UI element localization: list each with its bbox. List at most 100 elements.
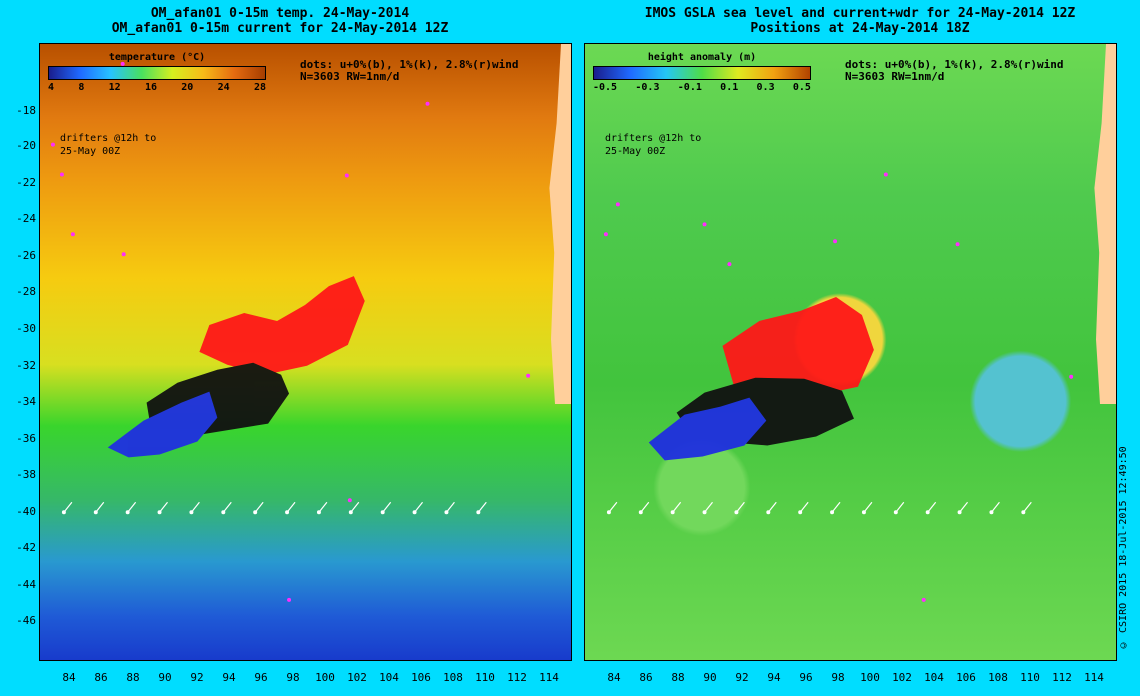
current-vector (798, 501, 809, 515)
right-drifter-line2: 25-May 00Z (605, 146, 666, 157)
current-vector (316, 501, 328, 515)
x-label: 92 (735, 671, 749, 684)
left-title-line1: OM_afan01 0-15m temp. 24-May-2014 (150, 6, 410, 21)
left-info-text: dots: u+0%(b), 1%(k), 2.8%(r)wind N=3603… (300, 59, 550, 83)
current-vector (734, 501, 745, 515)
current-vector (189, 501, 200, 515)
y-label: -40 (16, 505, 36, 518)
legend-tick: -0.5 (593, 82, 618, 93)
current-vector (61, 501, 73, 515)
current-vector (476, 501, 487, 515)
legend-tick: 12 (108, 82, 121, 93)
right-legend-ticks: -0.5 -0.3 -0.1 0.1 0.3 0.5 (593, 82, 811, 93)
y-label: -38 (16, 468, 36, 481)
current-vector (157, 501, 168, 515)
legend-tick: 4 (48, 82, 55, 93)
magenta-dot (526, 373, 531, 378)
current-vector (380, 501, 392, 515)
legend-tick: 8 (78, 82, 85, 93)
sea-level-map: height anomaly (m) -0.5 -0.3 -0.1 0.1 0.… (584, 43, 1117, 661)
magenta-dot (344, 173, 349, 178)
magenta-dot (1069, 374, 1074, 379)
drifter-cluster-red (199, 276, 365, 375)
right-drifter-line1: drifters @12h to (605, 133, 702, 144)
current-vector (412, 501, 424, 515)
current-vector (638, 501, 650, 515)
x-label: 106 (411, 671, 431, 684)
y-label: -22 (16, 176, 36, 189)
x-label: 96 (799, 671, 813, 684)
legend-tick: -0.1 (677, 82, 702, 93)
x-label: 106 (956, 671, 976, 684)
y-label: -28 (16, 285, 36, 298)
left-y-axis-labels: -18 -20 -22 -24 -26 -28 -30 -32 -34 -36 … (8, 44, 36, 664)
left-legend-title: temperature (°C) (108, 52, 206, 63)
current-vector (989, 501, 1000, 515)
magenta-dot (70, 232, 75, 237)
magenta-dot (425, 101, 430, 106)
magenta-dot (50, 142, 55, 147)
magenta-dot (883, 172, 888, 177)
x-label: 88 (671, 671, 685, 684)
drifter-cluster-blue (107, 391, 218, 458)
current-vector (444, 501, 455, 515)
current-vector (670, 501, 682, 515)
x-label: 94 (767, 671, 781, 684)
right-legend-colorbar (593, 66, 811, 80)
left-coastline (549, 44, 571, 404)
x-label: 104 (924, 671, 944, 684)
magenta-dot (921, 597, 926, 602)
current-vector (285, 501, 296, 515)
y-label: -44 (16, 578, 36, 591)
current-vector (125, 501, 137, 515)
x-label: 112 (507, 671, 527, 684)
x-label: 112 (1052, 671, 1072, 684)
left-drifter-line1: drifters @12h to (60, 133, 157, 144)
magenta-dot (615, 202, 620, 207)
x-label: 92 (190, 671, 204, 684)
legend-tick: 0.3 (756, 82, 775, 93)
x-label: 114 (1084, 671, 1104, 684)
x-label: 108 (988, 671, 1008, 684)
legend-tick: 0.1 (720, 82, 739, 93)
legend-tick: 20 (181, 82, 194, 93)
current-vector (1021, 501, 1032, 515)
legend-tick: 0.5 (792, 82, 811, 93)
left-legend-colorbar (48, 66, 266, 80)
current-vector (957, 501, 969, 515)
temperature-map: temperature (°C) 4 8 12 16 20 24 28 dots… (39, 43, 572, 661)
x-label: 98 (286, 671, 300, 684)
current-vector (606, 501, 618, 515)
x-label: 100 (860, 671, 880, 684)
right-x-axis-labels: 84 86 88 90 92 94 96 98 100 102 104 106 … (584, 671, 1117, 687)
magenta-dot (59, 172, 64, 177)
magenta-dot (955, 242, 960, 247)
y-label: -30 (16, 322, 36, 335)
right-title: IMOS GSLA sea level and current+wdr for … (580, 6, 1140, 36)
right-legend-title: height anomaly (m) (647, 52, 757, 63)
x-label: 90 (158, 671, 172, 684)
y-label: -42 (16, 541, 36, 554)
x-label: 114 (539, 671, 559, 684)
right-info-text: dots: u+0%(b), 1%(k), 2.8%(r)wind N=3603… (845, 59, 1095, 83)
y-label: -32 (16, 359, 36, 372)
x-label: 90 (703, 671, 717, 684)
x-label: 84 (607, 671, 621, 684)
x-label: 102 (892, 671, 912, 684)
y-label: -18 (16, 104, 36, 117)
x-label: 110 (1020, 671, 1040, 684)
x-label: 104 (379, 671, 399, 684)
x-label: 86 (639, 671, 653, 684)
legend-tick: 16 (144, 82, 157, 93)
drifter-cluster-black (146, 362, 290, 438)
left-x-axis-labels: 84 86 88 90 92 94 96 98 100 102 104 106 … (39, 671, 572, 687)
drifter-cluster-black (676, 377, 854, 446)
right-drifter-note: drifters @12h to 25-May 00Z (605, 132, 725, 158)
current-vector (253, 501, 264, 515)
current-vector (702, 501, 713, 515)
magenta-dot (702, 222, 707, 227)
x-label: 86 (94, 671, 108, 684)
left-legend-ticks: 4 8 12 16 20 24 28 (48, 82, 266, 93)
magenta-dot (833, 239, 838, 244)
right-info-line1: dots: u+0%(b), 1%(k), 2.8%(r)wind (845, 58, 1064, 71)
